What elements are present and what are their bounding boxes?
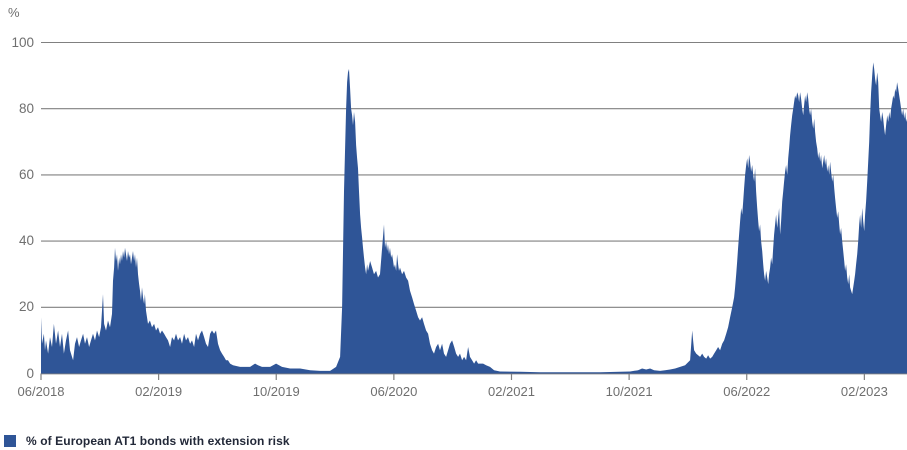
x-tick-label: 02/2023 — [840, 384, 888, 399]
legend: % of European AT1 bonds with extension r… — [4, 434, 290, 448]
legend-label: % of European AT1 bonds with extension r… — [26, 434, 290, 448]
x-tick-label: 10/2021 — [605, 384, 653, 399]
x-tick-label: 06/2020 — [370, 384, 418, 399]
legend-swatch-icon — [4, 435, 16, 447]
y-axis-unit-label: % — [8, 5, 20, 20]
x-tick-label: 02/2021 — [487, 384, 535, 399]
x-tick-label: 06/2018 — [17, 384, 65, 399]
y-tick-label: 100 — [11, 34, 34, 50]
y-tick-label: 20 — [18, 299, 34, 315]
y-tick-label: 40 — [18, 233, 34, 249]
y-tick-label: 60 — [18, 166, 34, 182]
y-tick-label: 80 — [18, 100, 34, 116]
x-tick-label: 02/2019 — [135, 384, 183, 399]
x-tick-label: 06/2022 — [723, 384, 771, 399]
y-tick-label: 0 — [26, 365, 34, 381]
x-tick-label: 10/2019 — [252, 384, 300, 399]
area-series — [41, 62, 907, 374]
